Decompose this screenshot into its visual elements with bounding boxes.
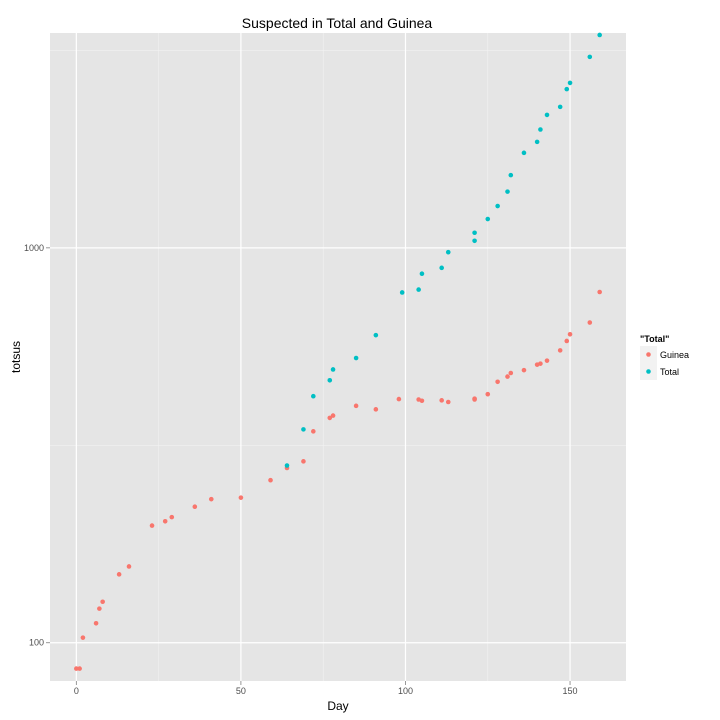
point-total-26 [597,32,602,38]
legend-marker-total [646,369,651,374]
point-total-12 [472,238,477,244]
point-total-3 [327,377,333,383]
x-axis-label: Day [327,699,348,713]
y-tick-label-0: 100 [29,638,44,648]
point-guinea-18 [327,415,333,421]
point-total-14 [485,216,491,222]
point-guinea-10 [169,514,175,520]
point-guinea-24 [419,398,425,404]
legend-marker-guinea [646,352,651,357]
point-guinea-12 [208,496,214,502]
plot-panel [50,33,626,681]
point-total-8 [416,287,421,292]
point-total-7 [399,290,405,295]
point-guinea-21 [373,407,379,412]
point-guinea-28 [472,396,477,401]
point-total-11 [445,249,451,255]
point-total-4 [330,367,336,372]
point-total-15 [495,203,500,209]
point-total-23 [564,86,570,92]
point-total-22 [557,104,563,110]
point-total-16 [505,189,510,194]
point-total-25 [587,54,593,60]
x-tick-label-3: 150 [563,686,578,696]
point-guinea-14 [268,477,273,483]
point-guinea-29 [485,391,491,397]
point-total-6 [373,332,379,338]
point-guinea-5 [100,599,105,605]
point-total-19 [534,139,540,145]
point-guinea-3 [93,620,99,626]
point-guinea-0 [74,666,79,671]
point-guinea-7 [126,564,132,569]
point-guinea-6 [116,572,122,577]
point-guinea-11 [192,504,198,510]
legend-label-total: Total [660,367,679,377]
point-guinea-1 [77,666,82,671]
point-guinea-2 [80,635,86,640]
point-total-13 [472,230,477,236]
y-tick-label-1: 1000 [24,243,44,253]
point-guinea-38 [564,338,570,344]
point-guinea-19 [330,413,336,418]
point-total-21 [544,112,550,118]
point-guinea-33 [521,367,527,373]
legend-title: "Total" [640,334,669,344]
point-guinea-41 [597,289,602,295]
point-guinea-32 [508,370,514,376]
point-total-0 [284,463,290,468]
point-total-9 [419,271,425,277]
point-guinea-36 [544,358,550,363]
point-guinea-30 [495,379,500,385]
point-total-18 [521,150,527,156]
point-guinea-9 [162,519,168,524]
point-guinea-39 [567,332,573,337]
point-total-17 [508,172,514,178]
x-tick-label-0: 0 [74,686,79,696]
point-guinea-26 [445,399,451,405]
point-total-10 [439,265,444,271]
point-total-5 [353,355,359,361]
point-total-24 [567,80,573,86]
legend-label-guinea: Guinea [660,350,689,360]
point-guinea-31 [505,374,510,379]
x-tick-label-1: 50 [236,686,246,696]
point-total-1 [301,427,306,432]
grid-major [50,33,626,681]
point-guinea-8 [149,523,155,528]
point-guinea-16 [301,459,306,464]
y-axis-label: totsus [9,341,23,373]
point-guinea-20 [353,403,359,409]
point-total-20 [538,127,543,132]
point-guinea-35 [538,361,543,366]
point-guinea-40 [587,320,593,325]
chart-title: Suspected in Total and Guinea [242,15,433,31]
point-guinea-22 [396,396,402,402]
grid-minor [50,33,626,681]
point-guinea-13 [238,495,244,500]
x-tick-label-2: 100 [398,686,413,696]
point-guinea-17 [311,429,316,434]
point-guinea-37 [557,348,563,353]
point-total-2 [311,393,316,399]
axis-ticks: 0 50 100 150 100 1000 [24,243,578,696]
point-guinea-4 [97,606,102,611]
data-points [74,32,602,671]
legend: "Total" Guinea Total [640,334,689,380]
point-guinea-25 [439,398,444,403]
